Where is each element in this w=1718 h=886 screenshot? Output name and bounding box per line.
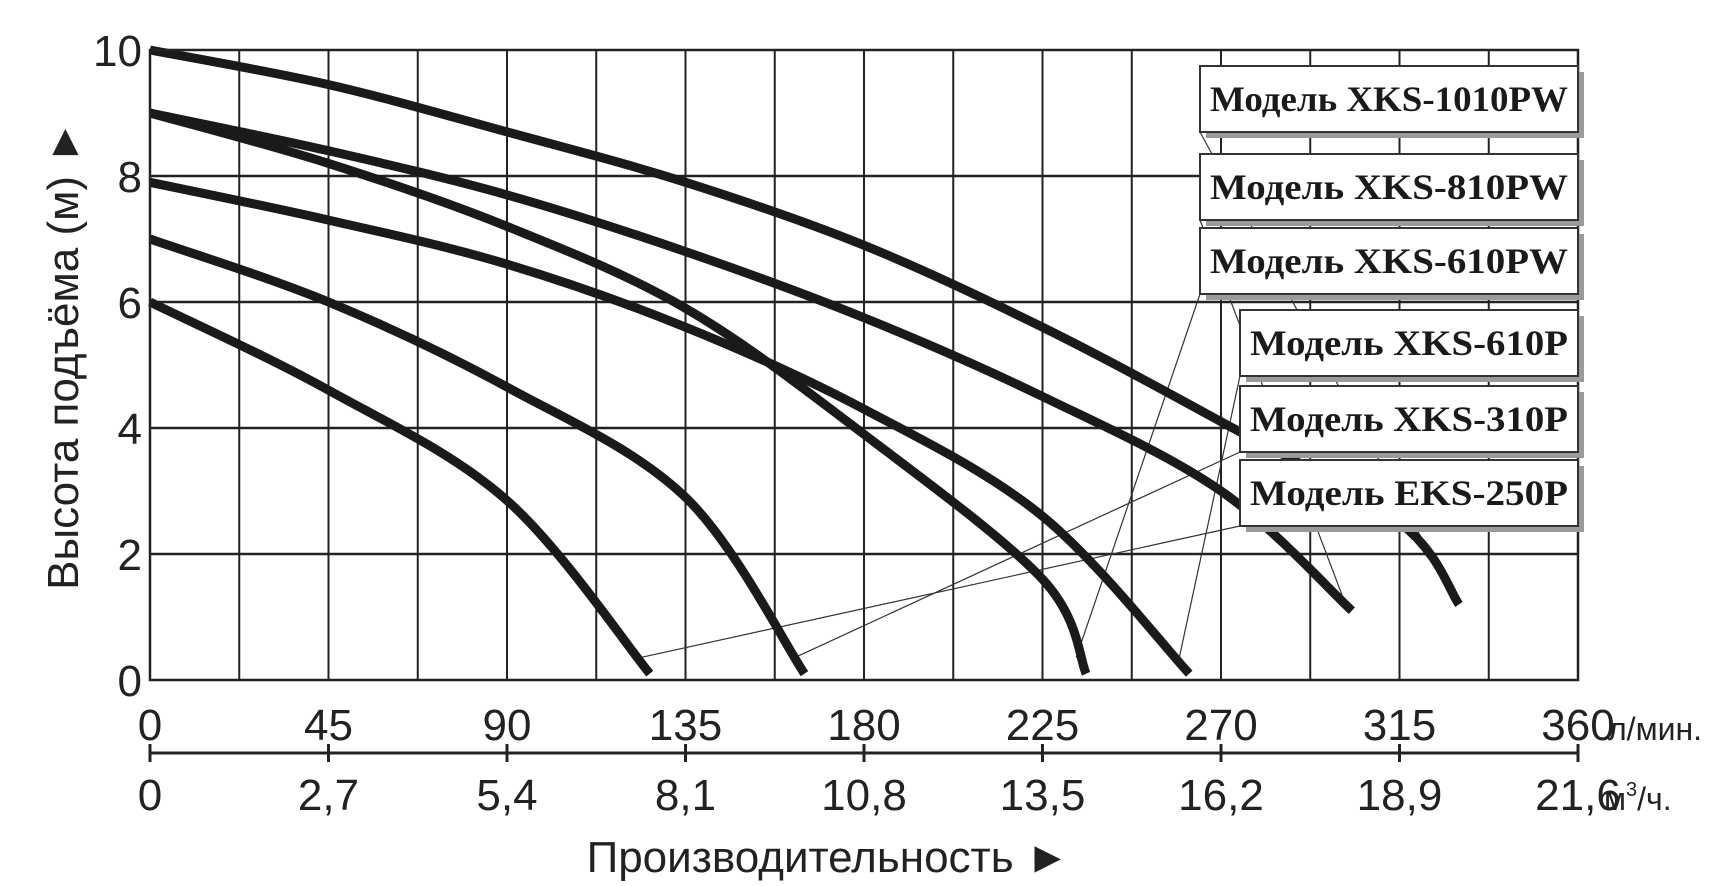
x-tick-label-lmin: 90 bbox=[483, 701, 532, 750]
x-tick-label-m3h: 16,2 bbox=[1178, 771, 1264, 820]
y-axis-label-text: Высота подъёма (м) bbox=[39, 176, 88, 590]
legend-box bbox=[1239, 309, 1579, 377]
x-axis-m3h: 0 2,7 5,4 8,1 10,8 13,5 16,2 18,9 21,6м3/ч. bbox=[138, 744, 1672, 820]
legend-label: Модель XKS-610PW bbox=[1210, 241, 1568, 281]
legend-box bbox=[1199, 153, 1579, 221]
y-tick-label: 10 bbox=[93, 27, 142, 76]
x-tick-label-m3h: 2,7 bbox=[298, 771, 359, 820]
legend-box bbox=[1199, 227, 1579, 295]
legend-box bbox=[1239, 459, 1579, 527]
legend-label: Модель XKS-1010PW bbox=[1210, 79, 1568, 119]
legend: Модель XKS-1010PW Модель XKS-810PW Модель … bbox=[1199, 65, 1584, 532]
x-tick-label-lmin: 315 bbox=[1363, 701, 1436, 750]
x-axis-arrow-icon: ► bbox=[1026, 833, 1070, 882]
y-tick-label: 4 bbox=[118, 405, 142, 454]
x-axis-label: Производительность ► bbox=[587, 833, 1070, 882]
legend-label: Модель EKS-250P bbox=[1250, 473, 1568, 513]
x-tick-label-lmin: 45 bbox=[304, 701, 353, 750]
legend-leader-line bbox=[1075, 293, 1201, 658]
y-tick-label: 0 bbox=[118, 657, 142, 706]
x-tick-label-lmin: 225 bbox=[1006, 701, 1079, 750]
x-tick-label-lmin: 0 bbox=[138, 701, 162, 750]
x-tick-label-m3h: 0 bbox=[138, 771, 162, 820]
legend-box bbox=[1239, 385, 1579, 453]
legend-leader-line bbox=[639, 525, 1241, 659]
y-tick-label: 2 bbox=[118, 531, 142, 580]
x-tick-label-m3h: 13,5 bbox=[1000, 771, 1086, 820]
x-unit-m3h: м3/ч. bbox=[1604, 779, 1672, 817]
series-line bbox=[149, 108, 1355, 615]
x-tick-label-lmin: 135 bbox=[649, 701, 722, 750]
x-tick-label-m3h: 10,8 bbox=[821, 771, 907, 820]
x-tick-label-lmin: 360 bbox=[1541, 701, 1614, 750]
x-tick-label-m3h: 21,6 bbox=[1535, 771, 1621, 820]
series-line bbox=[149, 177, 1193, 677]
x-tick-label-m3h: 5,4 bbox=[476, 771, 537, 820]
x-tick-label-m3h: 18,9 bbox=[1357, 771, 1443, 820]
x-unit-lmin: л/мин. bbox=[1608, 711, 1702, 747]
legend-box bbox=[1199, 65, 1579, 133]
series-curves bbox=[148, 45, 1463, 677]
x-tick-label-lmin: 270 bbox=[1184, 701, 1257, 750]
y-tick-label: 6 bbox=[118, 279, 142, 328]
legend-label: Модель XKS-310P bbox=[1250, 399, 1568, 439]
y-axis-label: Высота подъёма (м) ► bbox=[39, 120, 88, 590]
legend-label: Модель XKS-610P bbox=[1250, 323, 1568, 363]
y-tick-labels: 0 2 4 6 8 10 bbox=[93, 27, 142, 706]
x-tick-label-lmin: 180 bbox=[827, 701, 900, 750]
y-tick-label: 8 bbox=[118, 153, 142, 202]
x-tick-label-m3h: 8,1 bbox=[655, 771, 716, 820]
series-line bbox=[148, 234, 809, 677]
y-axis-arrow-icon: ► bbox=[39, 120, 88, 164]
x-axis-label-text: Производительность bbox=[587, 833, 1014, 882]
series-line bbox=[148, 108, 1091, 676]
series-line bbox=[148, 297, 654, 677]
legend-label: Модель XKS-810PW bbox=[1210, 167, 1568, 207]
